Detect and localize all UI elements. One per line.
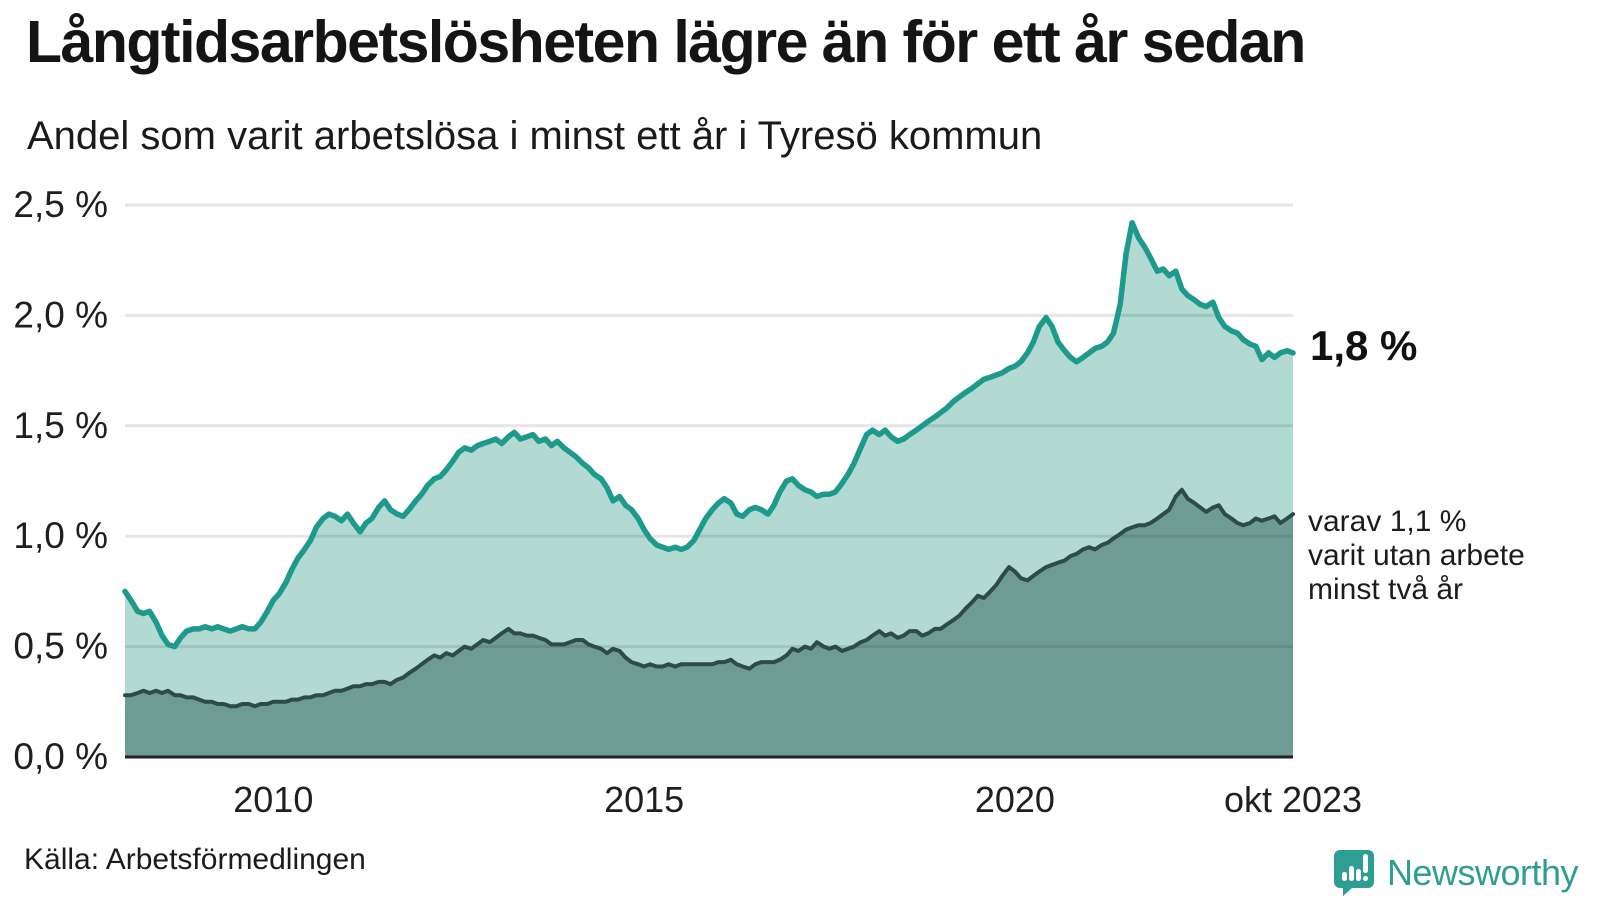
source-credit: Källa: Arbetsförmedlingen: [24, 843, 366, 876]
newsworthy-logo: Newsworthy: [1333, 848, 1579, 898]
series2-end-label-line1: varav 1,1 %: [1308, 505, 1467, 538]
y-axis-tick-label: 0,5 %: [13, 626, 108, 667]
page-title: Långtidsarbetslösheten lägre än för ett …: [26, 9, 1306, 75]
series1-line: [122, 219, 1296, 650]
series2-end-value-label: varav 1,1 % varit utan arbete minst två …: [1308, 505, 1525, 607]
x-axis-tick-label: 2010: [233, 779, 313, 820]
chart-subtitle: Andel som varit arbetslösa i minst ett å…: [27, 114, 1043, 158]
y-axis-tick-label: 0,0 %: [13, 736, 108, 777]
newsworthy-logo-text: Newsworthy: [1386, 852, 1579, 893]
y-axis-tick-label: 2,0 %: [13, 294, 108, 335]
x-axis-tick-label: okt 2023: [1224, 779, 1362, 820]
series2-line: [123, 487, 1295, 709]
y-axis-tick-label: 1,0 %: [13, 515, 108, 556]
x-axis-tick-label: 2020: [975, 779, 1055, 820]
series2-end-label-line3: minst två år: [1308, 573, 1464, 606]
y-axis-tick-label: 2,5 %: [13, 184, 108, 225]
series1-end-value-label: 1,8 %: [1310, 322, 1418, 369]
series2-end-label-line2: varit utan arbete: [1308, 539, 1525, 572]
y-axis-tick-label: 1,5 %: [13, 405, 108, 446]
x-axis-tick-label: 2015: [604, 779, 684, 820]
series2-area: [125, 489, 1293, 757]
newsworthy-logo-icon: [1333, 850, 1374, 896]
